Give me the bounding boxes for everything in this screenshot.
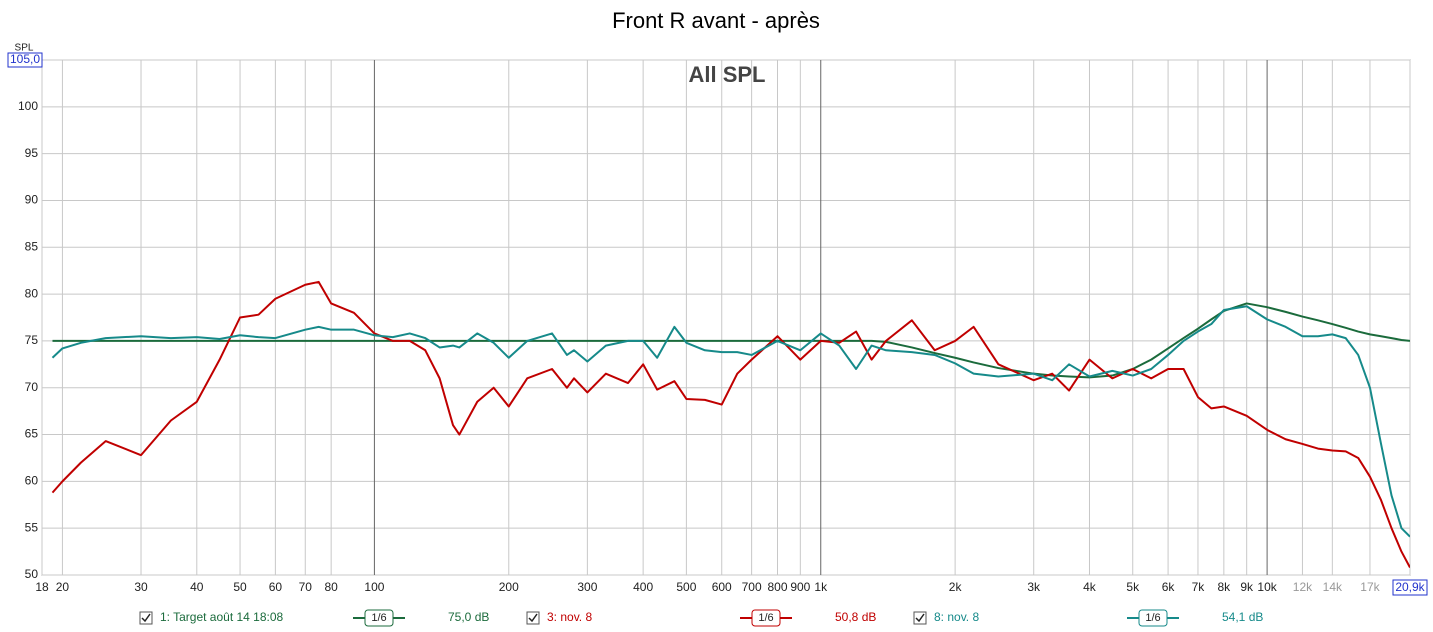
y-tick-label: 100 — [18, 99, 38, 113]
x-tick-label: 600 — [712, 580, 732, 594]
x-tick-label: 100 — [364, 580, 384, 594]
x-tick-label: 18 — [35, 580, 49, 594]
legend-smoothing-box[interactable] — [1138, 609, 1168, 627]
x-tick-label: 40 — [190, 580, 204, 594]
x-tick-label: 1k — [814, 580, 828, 594]
y-limit-box — [7, 52, 43, 68]
legend-check — [915, 613, 925, 623]
x-tick-label: 8k — [1218, 580, 1232, 594]
x-limit-box — [1392, 579, 1428, 596]
y-axis-label: SPL — [15, 43, 34, 54]
y-tick-label: 60 — [25, 474, 39, 488]
y-tick-label: 65 — [25, 427, 39, 441]
chart-title: Front R avant - après — [612, 8, 820, 33]
x-tick-label: 200 — [499, 580, 519, 594]
y-tick-label: 70 — [25, 380, 39, 394]
x-tick-label: 60 — [269, 580, 283, 594]
legend-check — [528, 613, 538, 623]
legend-label: 8: nov. 8 — [934, 610, 979, 624]
series-line — [51, 280, 1410, 568]
series-line — [51, 305, 1410, 538]
x-tick-label: 17k — [1360, 580, 1380, 594]
x-tick-label: 30 — [134, 580, 148, 594]
legend-level: 50,8 dB — [835, 610, 876, 624]
x-tick-label: 14k — [1323, 580, 1343, 594]
legend-smoothing: 1/6 — [371, 612, 386, 624]
y-tick-label: 80 — [25, 286, 39, 300]
legend-checkbox[interactable] — [139, 611, 153, 625]
legend-smoothing-box[interactable] — [364, 609, 394, 627]
x-tick-label: 5k — [1126, 580, 1140, 594]
y-tick-label: 55 — [25, 520, 39, 534]
legend-smoothing: 1/6 — [1145, 612, 1160, 624]
x-tick-label: 800 — [767, 580, 787, 594]
x-tick-label: 900 — [790, 580, 810, 594]
legend-label: 3: nov. 8 — [547, 610, 592, 624]
x-tick-label: 500 — [676, 580, 696, 594]
x-tick-label: 20 — [56, 580, 70, 594]
legend-check — [141, 613, 151, 623]
x-tick-label: 70 — [299, 580, 313, 594]
x-tick-label: 6k — [1162, 580, 1176, 594]
legend-level: 75,0 dB — [448, 610, 489, 624]
y-tick-label: 90 — [25, 193, 39, 207]
legend-checkbox[interactable] — [913, 611, 927, 625]
legend-level: 54,1 dB — [1222, 610, 1263, 624]
x-tick-label: 2k — [949, 580, 963, 594]
x-tick-label: 7k — [1192, 580, 1206, 594]
x-tick-label: 10k — [1257, 580, 1277, 594]
x-tick-label: 12k — [1293, 580, 1313, 594]
y-tick-label: 85 — [25, 239, 39, 253]
legend-smoothing-box[interactable] — [751, 609, 781, 627]
x-tick-label: 4k — [1083, 580, 1097, 594]
chart-subtitle: All SPL — [688, 62, 765, 87]
legend-smoothing: 1/6 — [758, 612, 773, 624]
x-tick-label: 80 — [324, 580, 338, 594]
x-tick-label: 400 — [633, 580, 653, 594]
x-tick-label: 9k — [1240, 580, 1254, 594]
plot-area — [41, 59, 1411, 576]
y-tick-label: 50 — [25, 567, 39, 581]
x-tick-label: 300 — [577, 580, 597, 594]
x-tick-label: 700 — [742, 580, 762, 594]
y-tick-label: 95 — [25, 146, 39, 160]
legend-checkbox[interactable] — [526, 611, 540, 625]
x-tick-label: 20,9k — [1395, 580, 1425, 594]
legend-label: 1: Target août 14 18:08 — [160, 610, 284, 624]
x-tick-label: 50 — [233, 580, 247, 594]
x-tick-label: 3k — [1027, 580, 1041, 594]
y-tick-label: 75 — [25, 333, 39, 347]
y-tick-label: 105,0 — [10, 52, 40, 66]
